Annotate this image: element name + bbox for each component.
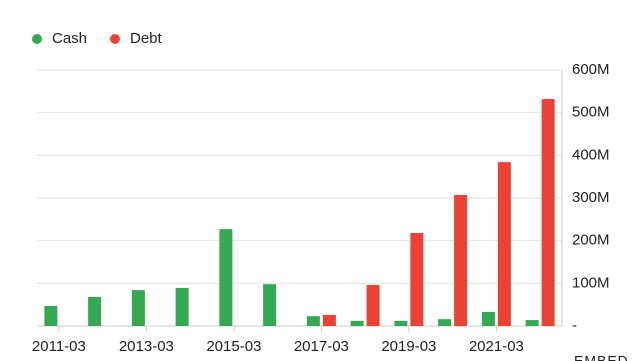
bar bbox=[525, 320, 539, 326]
bar bbox=[481, 311, 495, 326]
x-tick-label: 2019-03 bbox=[381, 338, 436, 355]
bar bbox=[438, 319, 452, 326]
bar bbox=[410, 232, 424, 326]
legend-label: Cash bbox=[52, 30, 87, 47]
x-tick-label: 2015-03 bbox=[206, 338, 261, 355]
y-tick-label: 500M bbox=[572, 104, 610, 121]
footer-text: EMBED bbox=[574, 353, 629, 361]
bar bbox=[454, 195, 468, 326]
x-tick-label: 2013-03 bbox=[119, 338, 174, 355]
bar bbox=[306, 316, 320, 326]
legend-label: Debt bbox=[130, 30, 163, 47]
y-tick-label: 400M bbox=[572, 146, 610, 163]
bar bbox=[263, 284, 277, 326]
y-tick-label: 100M bbox=[572, 274, 610, 291]
y-tick-label: 600M bbox=[572, 61, 610, 78]
bar bbox=[322, 314, 336, 326]
y-tick-label: 200M bbox=[572, 232, 610, 249]
bar bbox=[219, 229, 233, 326]
bar bbox=[350, 320, 364, 326]
x-tick-label: 2017-03 bbox=[294, 338, 349, 355]
legend-marker bbox=[110, 34, 120, 44]
bar bbox=[394, 320, 408, 326]
bar bbox=[88, 296, 102, 326]
bar bbox=[366, 285, 380, 326]
x-tick-label: 2021-03 bbox=[469, 338, 524, 355]
bar bbox=[44, 305, 58, 326]
y-tick-label: - bbox=[572, 317, 577, 334]
x-tick-label: 2011-03 bbox=[32, 338, 86, 355]
bar bbox=[541, 99, 555, 326]
y-tick-label: 300M bbox=[572, 189, 610, 206]
legend-marker bbox=[32, 34, 42, 44]
bar bbox=[175, 288, 189, 326]
bar bbox=[497, 162, 511, 326]
bar bbox=[131, 290, 145, 326]
